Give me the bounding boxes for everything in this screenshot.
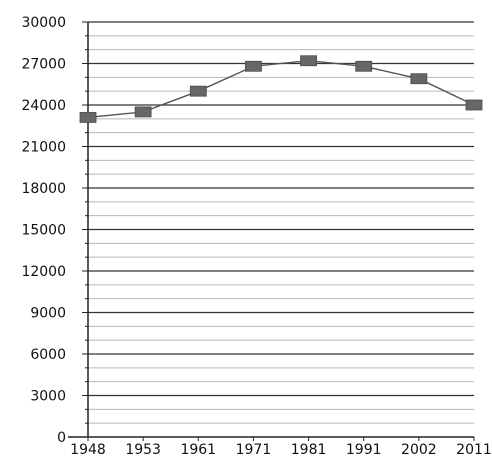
y-tick-label: 21000 (21, 140, 66, 156)
x-tick-label: 1971 (236, 442, 272, 458)
x-tick-label: 1948 (70, 442, 106, 458)
x-tick-labels: 1948 1953 1961 1971 1981 1991 2002 2011 (70, 442, 492, 458)
x-tick-label: 2011 (456, 442, 492, 458)
data-point-marker (465, 99, 483, 111)
y-tick-labels: 0 3000 6000 9000 12000 15000 18000 21000 24000 27… (21, 15, 66, 446)
data-point-marker (245, 60, 262, 72)
y-tick-label: 3000 (30, 389, 66, 405)
y-tick-label: 27000 (21, 57, 66, 73)
y-tick-label: 6000 (30, 347, 66, 363)
y-tick-label: 15000 (21, 223, 66, 239)
axes (68, 21, 475, 441)
data-point-marker (355, 60, 373, 72)
y-tick-label: 0 (57, 430, 66, 446)
y-tick-label: 18000 (21, 181, 66, 197)
data-point-marker (189, 85, 207, 97)
y-tick-label: 24000 (21, 98, 66, 114)
x-tick-label: 1981 (291, 442, 327, 458)
x-tick-label: 1953 (125, 442, 161, 458)
x-tick-label: 2002 (401, 442, 437, 458)
y-tick-label: 12000 (21, 264, 66, 280)
data-series (79, 55, 483, 123)
x-tick-label: 1991 (346, 442, 382, 458)
y-tick-label: 30000 (21, 15, 66, 31)
y-tick-label: 9000 (30, 306, 66, 322)
x-tick-label: 1961 (180, 442, 216, 458)
series-line (87, 60, 475, 119)
data-point-marker (134, 106, 152, 118)
data-point-marker (79, 112, 97, 123)
data-point-marker (410, 73, 428, 85)
data-point-marker (300, 55, 317, 67)
grid (88, 21, 474, 424)
